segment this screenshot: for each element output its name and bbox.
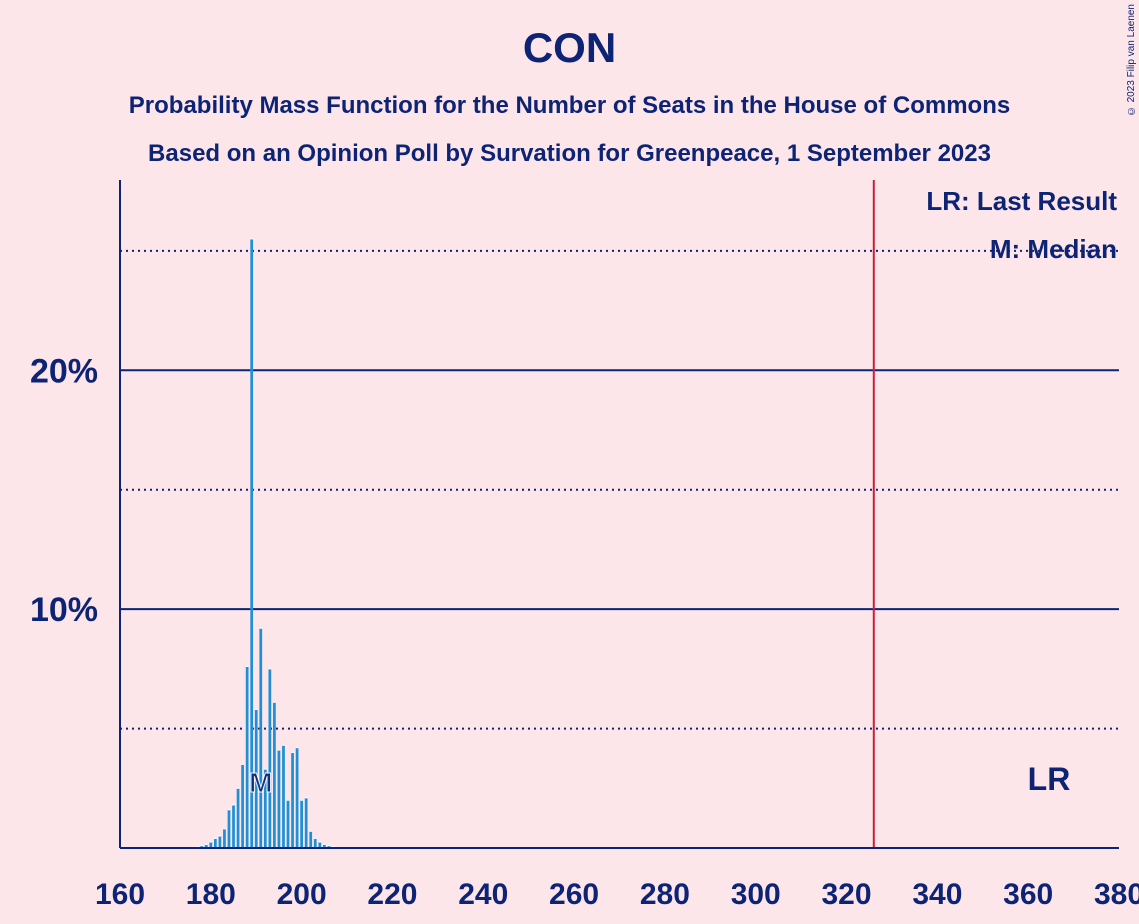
probability-bar — [254, 709, 258, 848]
legend-last-result: LR: Last Result — [926, 186, 1117, 216]
probability-bar — [200, 845, 204, 848]
probability-bar — [273, 702, 276, 848]
probability-bar — [223, 828, 226, 848]
x-tick-label: 380 — [1094, 878, 1139, 911]
median-marker: M — [249, 767, 272, 798]
probability-bar — [213, 838, 217, 848]
x-tick-label: 260 — [549, 878, 599, 911]
probability-bar — [209, 842, 213, 848]
probability-bar — [232, 805, 235, 848]
x-tick-label: 220 — [367, 878, 417, 911]
y-tick-label: 10% — [30, 591, 98, 629]
x-tick-label: 240 — [458, 878, 508, 911]
x-tick-label: 340 — [912, 878, 962, 911]
x-tick-label: 360 — [1003, 878, 1053, 911]
legend-median: M: Median — [990, 234, 1117, 264]
probability-bar — [250, 238, 254, 849]
probability-bar — [236, 788, 240, 848]
chart-subtitle: Probability Mass Function for the Number… — [128, 92, 1011, 119]
probability-bar — [204, 844, 208, 848]
probability-bar — [300, 800, 303, 848]
probability-bar — [304, 797, 308, 848]
x-tick-label: 200 — [277, 878, 327, 911]
probability-bar — [322, 844, 326, 848]
x-tick-label: 160 — [95, 878, 145, 911]
x-tick-label: 300 — [731, 878, 781, 911]
probability-bar — [291, 752, 294, 848]
probability-bar — [282, 745, 285, 848]
probability-bar — [295, 747, 299, 848]
chart-subtitle-source: Based on an Opinion Poll by Survation fo… — [148, 140, 991, 167]
x-tick-label: 280 — [640, 878, 690, 911]
x-tick-label: 180 — [186, 878, 236, 911]
probability-bar — [259, 628, 263, 848]
y-tick-label: 20% — [30, 352, 98, 390]
probability-bar — [227, 809, 231, 848]
last-result-label: LR — [1028, 761, 1071, 797]
probability-bar — [327, 845, 331, 848]
probability-bar — [318, 842, 322, 848]
probability-bar — [268, 668, 272, 848]
x-tick-label: 320 — [822, 878, 872, 911]
probability-bar — [277, 750, 281, 848]
probability-bar — [263, 769, 267, 848]
probability-bar — [245, 666, 249, 848]
chart-title: CON — [522, 24, 617, 71]
probability-bar — [241, 764, 244, 848]
probability-bar — [218, 836, 222, 848]
probability-bar — [313, 838, 317, 848]
probability-bar — [309, 831, 313, 848]
probability-bar — [286, 800, 290, 848]
